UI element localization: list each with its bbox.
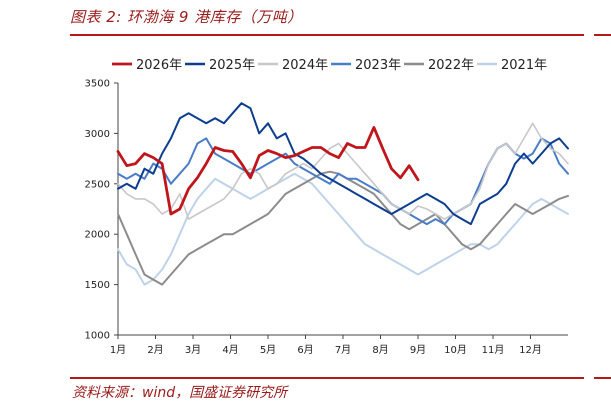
y-tick-label: 3000 [85,129,110,140]
series-line-2021年 [117,172,569,286]
series-line-2024年 [117,122,569,220]
series-line-2022年 [117,170,569,286]
x-tick-label: 7月 [335,344,351,356]
source-divider-tail [594,377,611,379]
title-divider [70,34,584,36]
legend-label: 2022年 [428,58,474,73]
chart-series [116,102,569,286]
x-tick-label: 12月 [519,344,542,356]
chart-axes: 1000 1500 2000 2500 3000 3500 1月 2月 3月 4月 5月 6月 7月 8月… [85,79,568,356]
x-tick-label: 6月 [297,344,313,356]
y-tick-label: 1500 [85,280,110,291]
x-tick-label: 2月 [147,344,163,356]
chart-title: 图表 2: 环渤海 9 港库存（万吨） [70,8,303,26]
x-tick-label: 1月 [110,344,126,356]
legend-label: 2025年 [209,58,255,73]
y-tick-label: 2500 [85,179,110,190]
legend-label: 2023年 [355,58,401,73]
series-line-2026年 [116,126,420,216]
series-line-2025年 [117,102,569,226]
y-tick-label: 1000 [85,331,110,342]
y-tick-label: 2000 [85,230,110,241]
x-tick-label: 9月 [410,344,426,356]
x-tick-label: 4月 [222,344,238,356]
legend-label: 2021年 [501,58,547,73]
y-tick-label: 3500 [85,79,110,90]
source-note: 资料来源：wind，国盛证券研究所 [72,385,288,401]
legend-label: 2026年 [136,58,182,73]
chart-legend: 2026年 2025年 2024年 2023年 2022年 2021年 [112,58,547,73]
legend-label: 2024年 [282,58,328,73]
title-divider-tail [594,34,611,36]
x-tick-label: 8月 [372,344,388,356]
x-tick-label: 10月 [444,344,467,356]
source-divider [70,377,584,379]
x-tick-label: 3月 [185,344,201,356]
x-tick-label: 11月 [482,344,505,356]
x-tick-label: 5月 [260,344,276,356]
